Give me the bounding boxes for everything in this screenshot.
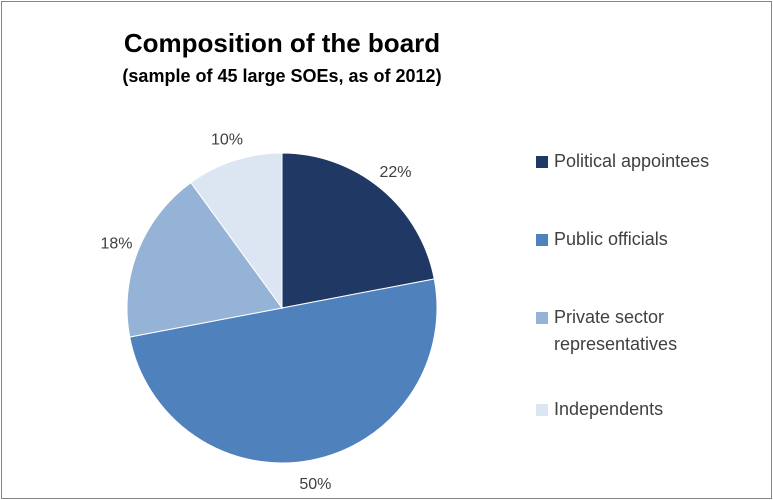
slice-label-0: 22% xyxy=(379,164,411,181)
legend-swatch-3 xyxy=(536,404,548,416)
slice-label-1: 50% xyxy=(299,476,331,493)
legend-label-2: Private sector representatives xyxy=(554,307,678,354)
legend-swatch-1 xyxy=(536,234,548,246)
chart-title: Composition of the board xyxy=(123,28,441,58)
pie-data-labels: 22% 50% 18% 10% xyxy=(100,132,411,493)
legend-label-1: Public officials xyxy=(554,229,668,249)
pie-slice-3 xyxy=(190,152,283,310)
legend-label-3: Independents xyxy=(554,399,664,419)
pie-slices xyxy=(126,152,438,464)
legend-label-0: Political appointees xyxy=(554,151,710,171)
chart-subtitle: (sample of 45 large SOEs, as of 2012) xyxy=(122,66,442,86)
slice-label-3: 10% xyxy=(211,132,243,149)
pie-slice-1 xyxy=(129,278,438,464)
legend-swatch-0 xyxy=(536,156,548,168)
pie-slice-2 xyxy=(126,181,283,338)
pie-slice-0 xyxy=(281,152,435,309)
slice-label-2: 18% xyxy=(100,235,132,252)
legend-swatch-2 xyxy=(536,312,548,324)
